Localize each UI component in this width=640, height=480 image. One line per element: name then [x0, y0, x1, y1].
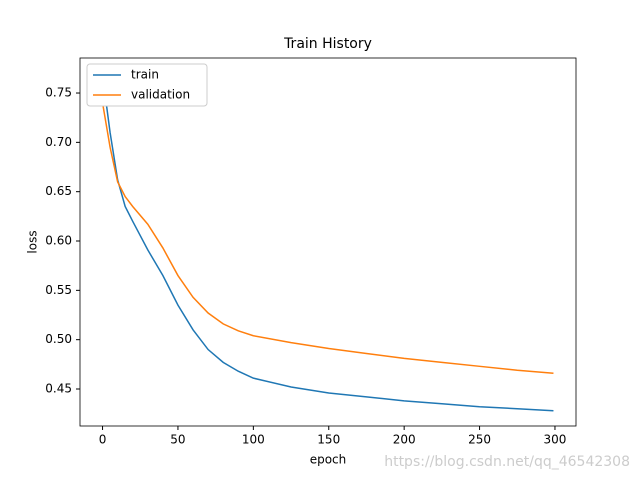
y-tick-label: 0.60	[45, 234, 72, 248]
x-tick-label: 150	[317, 433, 340, 447]
y-tick-label: 0.65	[45, 184, 72, 198]
chart-title: Train History	[283, 36, 372, 52]
y-tick-label: 0.45	[45, 382, 72, 396]
y-tick-label: 0.70	[45, 135, 72, 149]
x-tick-label: 200	[393, 433, 416, 447]
y-tick-label: 0.55	[45, 283, 72, 297]
legend-label: validation	[131, 88, 190, 102]
x-tick-label: 50	[170, 433, 185, 447]
x-tick-label: 100	[242, 433, 265, 447]
line-series	[101, 102, 554, 374]
y-tick-label: 0.75	[45, 86, 72, 100]
x-tick-label: 250	[468, 433, 491, 447]
legend-label: train	[131, 68, 159, 82]
watermark: https://blog.csdn.net/qq_46542308	[384, 454, 630, 470]
y-tick-label: 0.50	[45, 332, 72, 346]
y-axis-label: loss	[26, 230, 40, 253]
plot-frame	[79, 57, 577, 427]
x-tick-label: 0	[99, 433, 107, 447]
x-axis-label: epoch	[310, 453, 347, 467]
x-tick-label: 300	[544, 433, 567, 447]
line-series	[101, 75, 554, 412]
